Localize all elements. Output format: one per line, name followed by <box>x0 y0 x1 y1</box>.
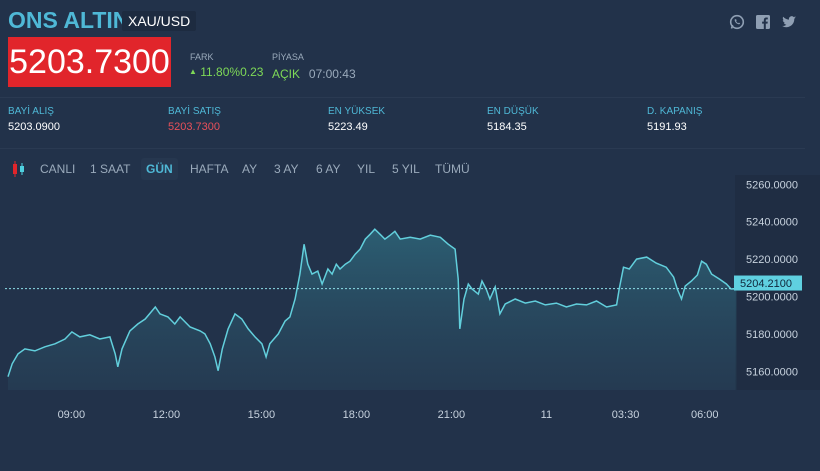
up-arrow-icon: ▲ <box>189 67 197 76</box>
current-price-marker <box>734 275 802 291</box>
stat-label: BAYİ SATIŞ <box>168 106 221 117</box>
x-tick-label: 03:30 <box>612 409 640 421</box>
price-area-fill <box>8 229 737 390</box>
x-tick-label: 18:00 <box>343 409 371 421</box>
x-tick-label: 21:00 <box>438 409 466 421</box>
tab-5-yil[interactable]: 5 YIL <box>392 162 420 176</box>
y-tick-label: 5260.0000 <box>746 179 798 191</box>
x-tick-label: 15:00 <box>248 409 276 421</box>
y-tick-label: 5240.0000 <box>746 217 798 229</box>
current-price-label: 5204.2100 <box>740 278 792 290</box>
stat-label: D. KAPANIŞ <box>647 106 703 117</box>
tab-1-saat[interactable]: 1 SAAT <box>90 162 131 176</box>
change-label: FARK <box>190 52 214 62</box>
whatsapp-icon[interactable] <box>729 14 745 30</box>
change-value: 11.80%0.23 <box>200 65 264 79</box>
stat-value: 5203.0900 <box>8 121 60 133</box>
y-tick-label: 5180.0000 <box>746 329 798 341</box>
tab-6-ay[interactable]: 6 AY <box>316 162 341 176</box>
y-tick-label: 5200.0000 <box>746 292 798 304</box>
market-label: PİYASA <box>272 52 304 62</box>
tab-ay[interactable]: AY <box>242 162 258 176</box>
tab-hafta[interactable]: HAFTA <box>190 162 229 176</box>
stat-value: 5184.35 <box>487 121 527 133</box>
stat-label: BAYİ ALIŞ <box>8 106 54 117</box>
facebook-icon[interactable] <box>755 14 771 30</box>
stat-value: 5223.49 <box>328 121 368 133</box>
tab-canli[interactable]: CANLI <box>40 162 76 176</box>
y-tick-label: 5160.0000 <box>746 366 798 378</box>
current-price: 5203.7300 <box>8 37 171 87</box>
market-status-wrap: AÇIK 07:00:43 <box>272 65 356 83</box>
tab-yil[interactable]: YIL <box>357 162 376 176</box>
stat-value: 5191.93 <box>647 121 687 133</box>
x-tick-label: 09:00 <box>58 409 86 421</box>
instrument-title: ONS ALTIN <box>8 7 130 33</box>
x-tick-label: 06:00 <box>691 409 719 421</box>
twitter-icon[interactable] <box>781 14 797 30</box>
tab-3-ay[interactable]: 3 AY <box>274 162 299 176</box>
x-tick-label: 12:00 <box>153 409 181 421</box>
tab-gün[interactable]: GÜN <box>141 158 178 180</box>
divider <box>0 148 805 149</box>
divider <box>0 97 805 98</box>
stat-label: EN YÜKSEK <box>328 106 386 117</box>
market-status: AÇIK <box>272 67 301 81</box>
change-value-wrap: ▲ 11.80%0.23 <box>189 65 263 79</box>
market-time: 07:00:43 <box>308 67 356 81</box>
pair-badge: XAU/USD <box>122 11 197 31</box>
price-line <box>7 228 737 377</box>
x-tick-label: 11 <box>541 409 552 421</box>
y-tick-label: 5220.0000 <box>746 254 798 266</box>
tab-tümü[interactable]: TÜMÜ <box>435 162 470 176</box>
stat-label: EN DÜŞÜK <box>487 106 539 117</box>
candlestick-icon[interactable] <box>11 160 27 183</box>
stat-value: 5203.7300 <box>168 121 220 133</box>
